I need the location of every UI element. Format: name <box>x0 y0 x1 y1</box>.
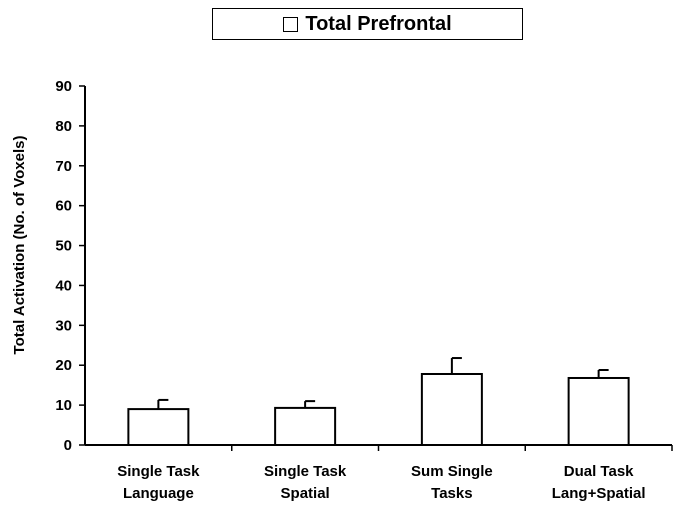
legend-label: Total Prefrontal <box>305 12 452 35</box>
category-label-line: Single Task <box>264 463 347 480</box>
bar <box>127 408 190 447</box>
category-labels: Single Task Language Single Task Spatial Sum… <box>117 463 645 502</box>
category-label-line: Tasks <box>431 485 472 502</box>
category-label-line: Single Task <box>117 463 200 480</box>
y-tick-label: 50 <box>55 238 72 255</box>
y-tick-label: 20 <box>55 357 72 374</box>
category-label: Single Task Spatial <box>264 463 347 502</box>
y-tick-label: 60 <box>55 198 72 215</box>
y-tick-label: 10 <box>55 397 72 414</box>
category-label-line: Language <box>123 485 194 502</box>
category-label-line: Sum Single <box>411 463 493 480</box>
y-ticks: 0 10 20 30 40 50 60 70 80 90 <box>55 78 85 454</box>
bar <box>420 372 483 446</box>
y-tick-label: 90 <box>55 78 72 95</box>
y-tick-label: 0 <box>64 437 72 454</box>
y-tick-label: 40 <box>55 277 72 294</box>
y-axis-title: Total Activation (No. of Voxels) <box>11 136 28 355</box>
category-label-line: Spatial <box>281 485 330 502</box>
category-label: Sum Single Tasks <box>411 463 493 502</box>
y-tick-label: 80 <box>55 118 72 135</box>
category-label: Dual Task Lang+Spatial <box>552 463 646 502</box>
category-label-line: Dual Task <box>564 463 634 480</box>
category-label-line: Lang+Spatial <box>552 485 646 502</box>
y-tick-label: 70 <box>55 158 72 175</box>
error-bars <box>157 357 609 410</box>
bars <box>127 372 630 447</box>
legend-swatch <box>283 16 299 32</box>
bar <box>567 376 630 446</box>
legend: Total Prefrontal <box>212 8 523 40</box>
category-label: Single Task Language <box>117 463 200 502</box>
bar <box>274 406 337 446</box>
y-tick-label: 30 <box>55 317 72 334</box>
